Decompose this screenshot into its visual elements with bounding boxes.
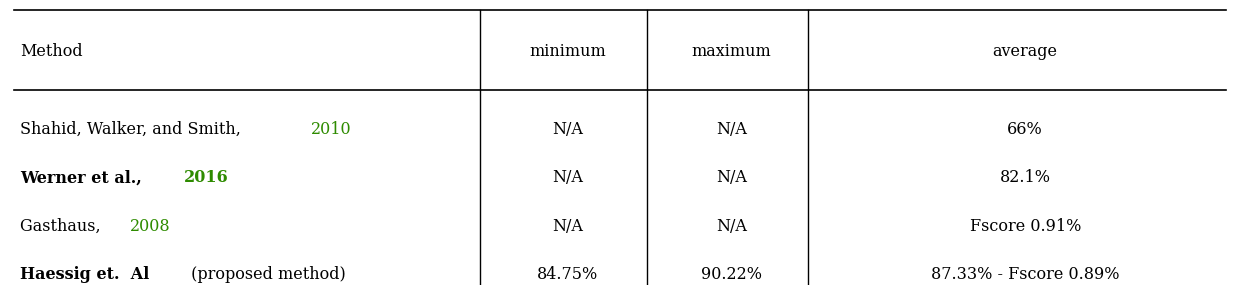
Text: Werner et al.,: Werner et al., [20,170,148,186]
Text: 2008: 2008 [130,218,171,235]
Text: 84.75%: 84.75% [537,266,598,283]
Text: 66%: 66% [1007,121,1043,138]
Text: 2010: 2010 [311,121,351,138]
Text: (proposed method): (proposed method) [186,266,346,283]
Text: N/A: N/A [715,121,746,138]
Text: Shahid, Walker, and Smith,: Shahid, Walker, and Smith, [20,121,246,138]
Text: 87.33% - Fscore 0.89%: 87.33% - Fscore 0.89% [931,266,1120,283]
Text: N/A: N/A [552,218,583,235]
Text: 90.22%: 90.22% [701,266,761,283]
Text: minimum: minimum [529,42,606,60]
Text: Fscore 0.91%: Fscore 0.91% [970,218,1081,235]
Text: 2016: 2016 [184,170,228,186]
Text: Haessig et.  Al: Haessig et. Al [20,266,149,283]
Text: average: average [993,42,1058,60]
Text: N/A: N/A [715,218,746,235]
Text: N/A: N/A [715,170,746,186]
Text: Gasthaus,: Gasthaus, [20,218,105,235]
Text: N/A: N/A [552,121,583,138]
Text: maximum: maximum [692,42,771,60]
Text: N/A: N/A [552,170,583,186]
Text: Method: Method [20,42,83,60]
Text: 82.1%: 82.1% [999,170,1050,186]
